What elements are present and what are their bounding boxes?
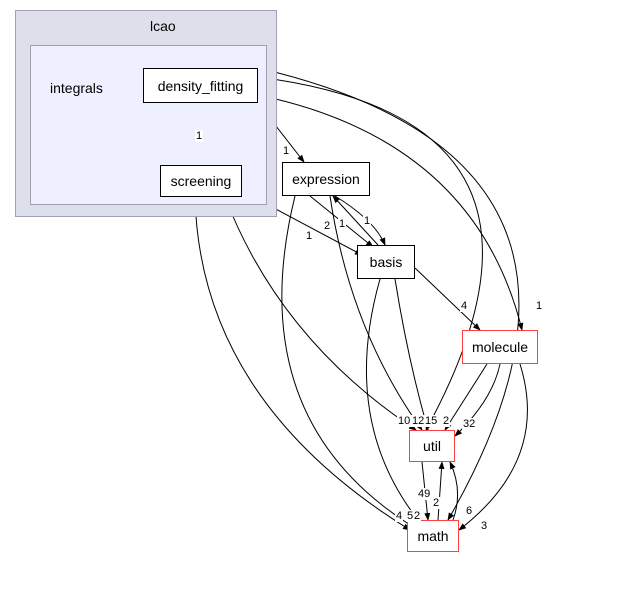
node-label: molecule [472,339,528,355]
edge-label: 2 [413,510,421,522]
node-label: screening [171,173,232,189]
node-label: basis [370,254,403,270]
node-molecule[interactable]: molecule [462,330,538,364]
node-label: expression [292,171,360,187]
edge-label: 2 [442,415,450,427]
node-label: math [417,528,448,544]
node-density-fitting[interactable]: density_fitting [143,68,258,103]
node-util[interactable]: util [409,430,455,462]
label-lcao: lcao [150,18,176,34]
edge-label: 4 [395,510,403,522]
node-expression[interactable]: expression [282,162,370,196]
edge-label: 10 [397,415,411,427]
edge-label: 6 [465,505,473,517]
edge-label: 1 [535,300,543,312]
edge-label: 1 [195,130,203,142]
edge-label: 49 [417,488,431,500]
edge-label: 15 [424,415,438,427]
edge-label: 2 [323,220,331,232]
edge-label: 4 [460,300,468,312]
node-label: density_fitting [158,78,244,94]
edge-label: 1 [338,218,346,230]
edge-label: 32 [462,418,476,430]
edge-label: 1 [363,215,371,227]
edge-label: 3 [480,520,488,532]
edge-label: 1 [305,230,313,242]
node-screening[interactable]: screening [160,165,242,197]
label-integrals: integrals [50,80,103,96]
node-math[interactable]: math [407,520,459,552]
edge-label: 2 [432,497,440,509]
node-label: util [423,438,441,454]
edge-label: 1 [282,145,290,157]
node-basis[interactable]: basis [357,245,415,279]
